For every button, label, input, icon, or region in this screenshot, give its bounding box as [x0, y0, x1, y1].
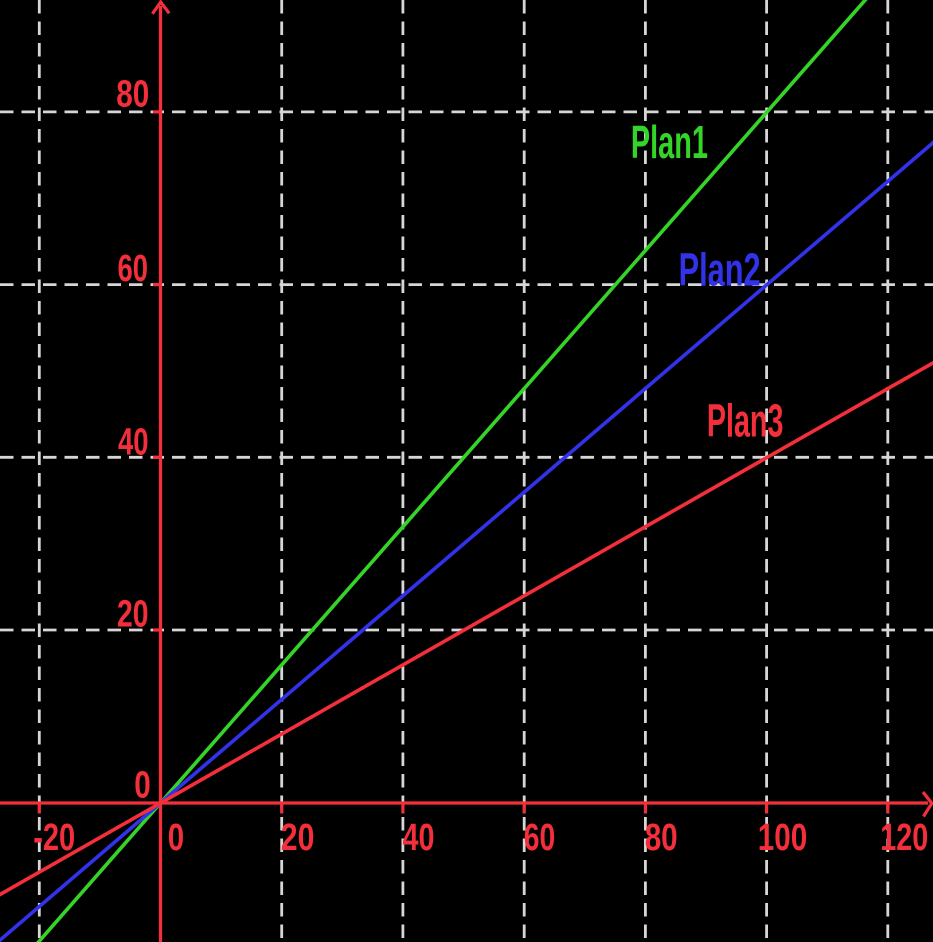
svg-text:0: 0	[134, 765, 151, 807]
svg-text:40: 40	[118, 422, 149, 464]
svg-text:Plan3: Plan3	[707, 395, 784, 447]
svg-text:0: 0	[168, 817, 184, 859]
svg-text:-20: -20	[33, 817, 75, 859]
svg-text:80: 80	[116, 74, 149, 116]
svg-text:120: 120	[880, 817, 928, 859]
svg-text:40: 40	[403, 817, 435, 859]
svg-text:20: 20	[281, 817, 315, 859]
svg-text:60: 60	[118, 248, 149, 290]
svg-text:Plan1: Plan1	[631, 116, 708, 168]
svg-text:20: 20	[117, 594, 149, 636]
svg-text:Plan2: Plan2	[679, 243, 761, 295]
svg-text:80: 80	[645, 817, 678, 859]
svg-text:60: 60	[524, 817, 556, 859]
svg-text:100: 100	[758, 817, 808, 859]
